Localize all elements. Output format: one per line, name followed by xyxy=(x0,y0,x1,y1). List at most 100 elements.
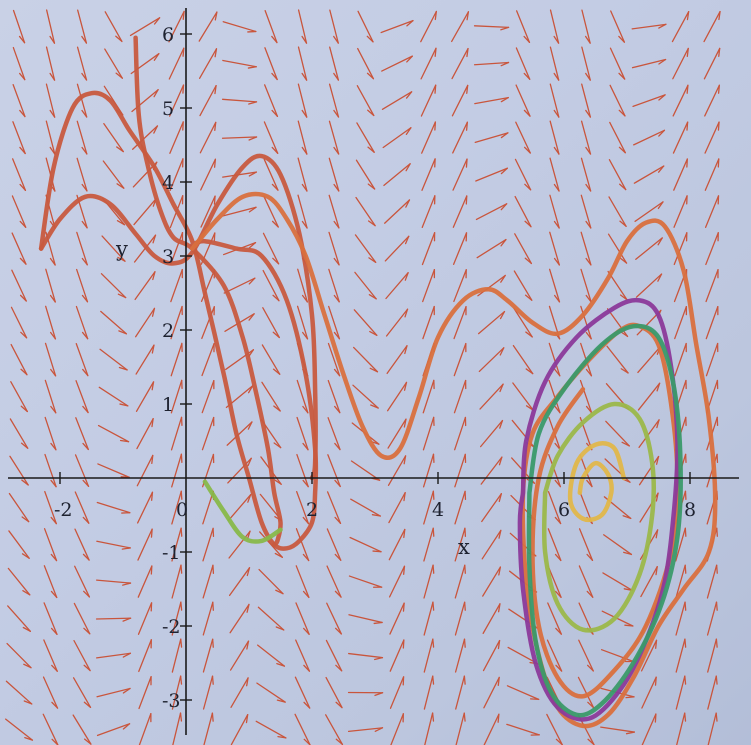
field-arrow xyxy=(420,84,437,117)
field-arrow xyxy=(44,490,57,525)
field-arrow xyxy=(297,120,308,155)
field-arrow xyxy=(703,10,721,43)
field-arrow xyxy=(132,125,159,150)
field-arrow xyxy=(77,9,88,44)
field-arrow xyxy=(5,680,33,705)
field-arrow xyxy=(424,712,435,745)
field-arrow xyxy=(672,47,689,80)
field-arrow xyxy=(451,84,469,117)
field-arrow xyxy=(549,194,560,229)
x-tick-label: 0 xyxy=(176,499,188,521)
field-arrow xyxy=(12,158,27,192)
trajectory-6 xyxy=(541,401,657,633)
field-arrow xyxy=(296,379,309,414)
field-arrow xyxy=(168,47,185,80)
field-arrow xyxy=(327,454,341,488)
field-arrow xyxy=(475,203,508,221)
field-arrow xyxy=(676,712,687,745)
field-arrow xyxy=(12,46,26,81)
field-arrow xyxy=(222,59,257,69)
field-arrow xyxy=(136,454,154,487)
field-arrow xyxy=(638,455,660,486)
field-arrow xyxy=(513,270,533,301)
field-arrow xyxy=(11,232,27,265)
field-arrow xyxy=(516,10,531,43)
field-arrow xyxy=(43,602,58,635)
field-arrow xyxy=(44,342,57,377)
field-arrow xyxy=(482,603,501,635)
field-arrow xyxy=(506,723,540,736)
field-arrow xyxy=(168,10,185,43)
x-axis-label: x xyxy=(458,535,470,559)
field-arrow xyxy=(483,676,500,709)
field-arrow xyxy=(348,614,383,625)
field-arrow xyxy=(705,305,719,340)
field-arrow xyxy=(327,417,341,451)
field-arrow xyxy=(421,158,436,191)
field-arrow xyxy=(347,691,384,697)
field-arrow xyxy=(8,492,30,523)
field-arrow xyxy=(228,530,251,559)
field-arrow xyxy=(264,84,279,118)
field-arrow xyxy=(549,83,560,118)
field-arrow xyxy=(171,601,183,636)
field-arrow xyxy=(230,677,249,708)
field-arrow xyxy=(707,712,718,745)
field-arrow xyxy=(326,528,342,561)
field-arrow xyxy=(169,158,184,191)
field-arrow xyxy=(578,639,594,672)
field-arrow xyxy=(95,617,132,622)
field-arrow xyxy=(481,493,503,523)
field-arrow xyxy=(264,10,278,44)
field-arrow xyxy=(258,568,284,595)
field-arrow xyxy=(423,564,435,599)
field-arrow xyxy=(580,305,592,340)
field-arrow xyxy=(514,233,533,265)
field-arrow xyxy=(326,565,342,598)
field-arrow xyxy=(453,306,467,340)
field-arrow xyxy=(137,528,153,561)
field-arrow xyxy=(483,713,500,745)
field-arrow xyxy=(384,199,411,224)
field-arrow xyxy=(454,564,466,599)
field-arrow xyxy=(638,419,660,448)
field-arrow xyxy=(674,342,687,377)
field-arrow xyxy=(581,83,592,118)
field-arrow xyxy=(171,490,183,525)
field-arrow xyxy=(673,158,688,191)
field-arrow xyxy=(169,232,184,266)
field-arrow xyxy=(356,85,375,117)
axis-ticks: -2 0 2 4 6 8 -3 -2 -1 1 2 3 4 5 6 xyxy=(54,24,696,712)
field-arrow xyxy=(479,383,504,410)
field-arrow xyxy=(171,527,183,562)
field-arrow xyxy=(640,566,658,598)
field-arrow xyxy=(389,676,405,709)
field-arrow xyxy=(96,540,131,550)
field-arrow xyxy=(608,159,627,191)
field-arrow xyxy=(327,379,341,414)
field-arrow xyxy=(325,676,343,709)
field-arrow xyxy=(382,127,412,149)
field-arrow xyxy=(423,675,435,710)
field-arrow xyxy=(136,418,154,450)
field-arrow xyxy=(580,157,592,192)
field-arrow xyxy=(75,342,89,377)
field-arrow xyxy=(704,195,720,228)
field-arrow xyxy=(675,675,687,710)
field-arrow xyxy=(607,233,628,264)
field-arrow xyxy=(76,157,88,192)
field-arrow xyxy=(296,453,309,488)
field-arrow xyxy=(325,714,344,745)
field-arrow xyxy=(386,381,408,412)
field-arrow xyxy=(357,47,375,80)
field-arrow xyxy=(606,345,629,374)
field-arrow xyxy=(356,122,375,153)
field-arrow xyxy=(10,343,28,376)
field-arrow xyxy=(74,528,90,561)
field-arrow xyxy=(96,652,132,659)
field-arrow xyxy=(381,55,413,72)
field-arrow xyxy=(138,639,152,673)
field-arrow xyxy=(455,712,466,745)
field-arrow xyxy=(76,231,88,266)
